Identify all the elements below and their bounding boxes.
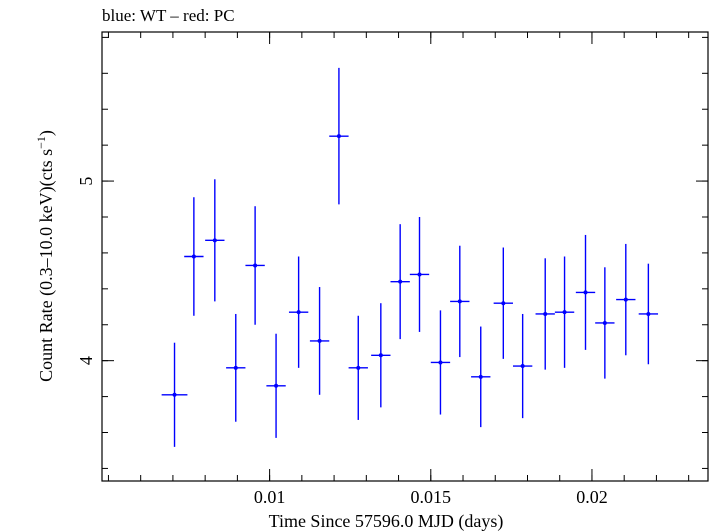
- data-point: [450, 245, 470, 358]
- data-point: [288, 256, 309, 368]
- y-axis-label-main: Count Rate (0.3–10.0 keV)(cts s: [36, 149, 57, 382]
- y-tick-label: 5: [76, 177, 96, 186]
- point-marker: [543, 311, 548, 316]
- data-points: [161, 67, 659, 447]
- x-tick-label: 0.015: [411, 487, 452, 507]
- point-marker: [646, 311, 651, 316]
- data-point: [226, 313, 246, 422]
- data-point: [348, 315, 368, 420]
- data-point: [329, 67, 349, 205]
- tick-labels: 0.01 0.015 0.02 4 5: [76, 177, 608, 507]
- point-marker: [317, 338, 322, 343]
- point-marker: [478, 374, 483, 379]
- y-tick-label: 4: [76, 356, 96, 365]
- data-point: [205, 179, 225, 302]
- data-point: [638, 263, 659, 365]
- data-point: [371, 303, 391, 408]
- data-point: [184, 197, 204, 316]
- point-marker: [457, 299, 462, 304]
- point-marker: [253, 263, 258, 268]
- y-axis-label-close: ): [36, 130, 57, 136]
- data-point: [430, 310, 451, 415]
- point-marker: [583, 290, 588, 295]
- point-marker: [438, 360, 443, 365]
- data-point: [245, 206, 265, 325]
- point-marker: [501, 301, 506, 306]
- point-marker: [417, 272, 422, 277]
- data-point: [535, 258, 555, 370]
- point-marker: [191, 254, 196, 259]
- point-marker: [296, 310, 301, 315]
- point-marker: [356, 365, 361, 370]
- data-point: [471, 326, 491, 428]
- point-marker: [562, 310, 567, 315]
- x-tick-label: 0.01: [254, 487, 286, 507]
- point-marker: [602, 320, 607, 325]
- point-marker: [274, 383, 279, 388]
- point-marker: [336, 134, 341, 139]
- data-point: [512, 313, 533, 419]
- point-marker: [520, 364, 525, 369]
- data-point: [493, 247, 513, 359]
- point-marker: [212, 238, 217, 243]
- point-marker: [233, 365, 238, 370]
- data-point: [390, 224, 410, 340]
- data-point: [409, 216, 430, 332]
- data-point: [554, 256, 575, 368]
- chart-title: blue: WT – red: PC: [102, 6, 235, 25]
- x-axis-label: Time Since 57596.0 MJD (days): [269, 511, 504, 532]
- data-point: [309, 287, 330, 395]
- point-marker: [378, 353, 383, 358]
- x-tick-label: 0.02: [576, 487, 608, 507]
- plot-frame: [101, 31, 709, 482]
- major-ticks: [102, 32, 708, 481]
- data-point: [161, 342, 188, 447]
- point-marker: [172, 392, 177, 397]
- data-point: [266, 333, 286, 438]
- data-point: [595, 267, 615, 379]
- point-marker: [623, 297, 628, 302]
- data-point: [575, 234, 596, 350]
- y-axis-label-sup: −1: [34, 136, 48, 149]
- point-marker: [398, 279, 403, 284]
- y-axis-label: Count Rate (0.3–10.0 keV)(cts s−1): [34, 130, 57, 382]
- data-point: [616, 243, 636, 356]
